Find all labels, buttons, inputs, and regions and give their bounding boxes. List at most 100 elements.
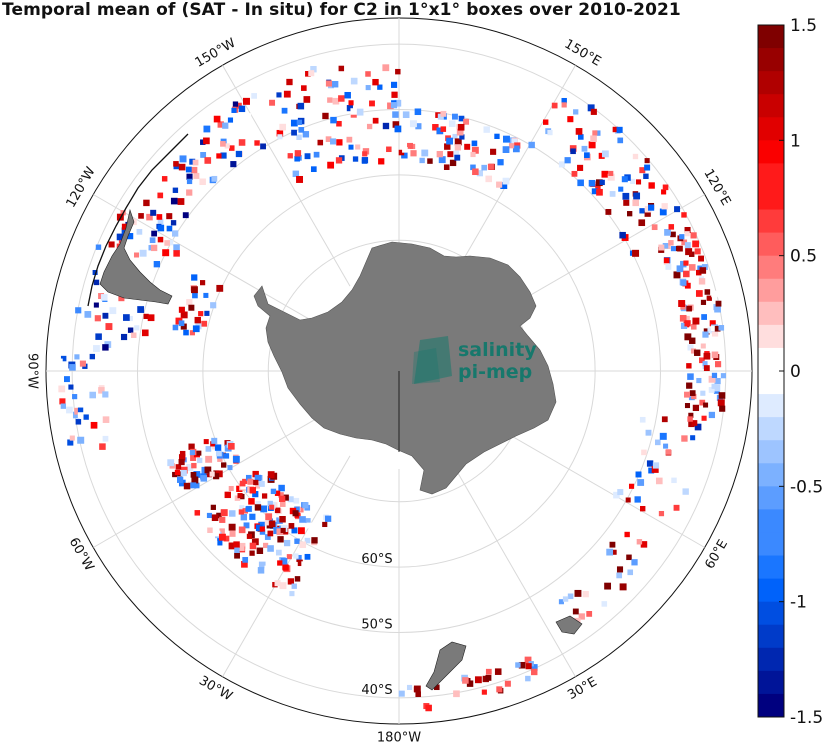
data-box bbox=[528, 141, 535, 149]
data-box bbox=[178, 459, 185, 466]
data-box bbox=[291, 527, 298, 534]
data-box bbox=[203, 292, 209, 298]
colorbar-tick-label: -1.5 bbox=[790, 708, 823, 728]
data-box bbox=[304, 537, 311, 544]
data-box bbox=[382, 64, 390, 72]
data-box bbox=[601, 170, 609, 178]
data-box bbox=[137, 306, 145, 313]
data-box bbox=[525, 675, 531, 682]
data-box bbox=[192, 325, 200, 333]
data-box bbox=[157, 236, 164, 243]
data-box bbox=[691, 393, 697, 400]
colorbar-segment bbox=[758, 509, 784, 533]
data-box bbox=[223, 453, 230, 459]
data-box bbox=[197, 457, 203, 464]
colorbar-segment bbox=[758, 140, 784, 164]
data-box bbox=[698, 255, 705, 262]
data-box bbox=[191, 476, 199, 484]
data-box bbox=[294, 576, 301, 582]
new-zealand-land bbox=[425, 641, 467, 691]
data-box bbox=[677, 245, 683, 252]
data-box bbox=[681, 212, 687, 218]
data-box bbox=[684, 282, 691, 289]
data-box bbox=[680, 260, 687, 268]
data-box bbox=[75, 307, 82, 314]
data-box bbox=[688, 420, 695, 428]
data-box bbox=[147, 314, 155, 322]
data-box bbox=[179, 450, 186, 457]
data-box bbox=[502, 146, 510, 153]
data-box bbox=[635, 179, 642, 185]
data-box bbox=[622, 192, 630, 200]
data-box bbox=[700, 343, 706, 349]
data-box bbox=[689, 337, 696, 344]
data-box bbox=[94, 315, 101, 322]
tasmania-land bbox=[555, 615, 583, 635]
data-box bbox=[547, 129, 553, 136]
data-box bbox=[193, 482, 200, 489]
data-box bbox=[640, 505, 646, 512]
data-box bbox=[79, 360, 86, 367]
coastline bbox=[87, 133, 189, 307]
data-box bbox=[268, 520, 276, 528]
data-box bbox=[612, 126, 619, 133]
data-box bbox=[203, 439, 209, 445]
colorbar-segment bbox=[758, 301, 784, 326]
data-box bbox=[239, 545, 245, 551]
data-box bbox=[377, 84, 383, 90]
data-box bbox=[210, 504, 216, 510]
data-box bbox=[200, 475, 208, 482]
data-box bbox=[172, 324, 179, 331]
data-box bbox=[277, 536, 284, 543]
data-box bbox=[440, 110, 447, 117]
data-box bbox=[251, 93, 257, 99]
data-box bbox=[451, 113, 458, 120]
data-box bbox=[201, 320, 208, 327]
data-box bbox=[102, 435, 109, 442]
data-box bbox=[288, 523, 295, 529]
data-box bbox=[686, 363, 692, 369]
data-box bbox=[93, 302, 99, 308]
data-box bbox=[683, 270, 690, 278]
data-box bbox=[694, 248, 701, 255]
colorbar-segment bbox=[758, 486, 784, 510]
data-box bbox=[264, 565, 271, 572]
data-box bbox=[238, 526, 246, 534]
data-box bbox=[297, 102, 305, 110]
data-box bbox=[284, 539, 291, 547]
data-box bbox=[296, 559, 303, 567]
data-box bbox=[228, 485, 234, 491]
data-box bbox=[572, 608, 579, 615]
colorbar-segment bbox=[758, 371, 784, 395]
data-box bbox=[243, 522, 250, 529]
data-box bbox=[584, 602, 590, 608]
data-box bbox=[690, 348, 697, 354]
colorbar-segment bbox=[758, 670, 784, 695]
meridian bbox=[447, 455, 576, 677]
data-box bbox=[599, 179, 605, 186]
data-box bbox=[274, 580, 281, 587]
data-box bbox=[311, 537, 318, 544]
data-box bbox=[217, 540, 223, 546]
data-box bbox=[60, 355, 67, 362]
data-box bbox=[193, 471, 201, 478]
data-box bbox=[173, 244, 180, 251]
colorbar-segment bbox=[758, 532, 784, 557]
data-box bbox=[699, 399, 706, 406]
data-box bbox=[276, 129, 284, 137]
data-box bbox=[143, 199, 150, 207]
data-box bbox=[662, 184, 669, 191]
data-box bbox=[213, 115, 221, 123]
data-box bbox=[237, 493, 243, 499]
colorbar-segment bbox=[758, 117, 784, 141]
data-box bbox=[515, 662, 521, 668]
data-box bbox=[189, 450, 195, 456]
data-box bbox=[293, 92, 300, 99]
data-box bbox=[702, 331, 709, 338]
data-box bbox=[175, 464, 182, 470]
data-box bbox=[296, 175, 304, 183]
data-box bbox=[639, 167, 646, 174]
colorbar-segment bbox=[758, 440, 784, 464]
data-box bbox=[207, 527, 213, 533]
data-box bbox=[710, 325, 717, 332]
